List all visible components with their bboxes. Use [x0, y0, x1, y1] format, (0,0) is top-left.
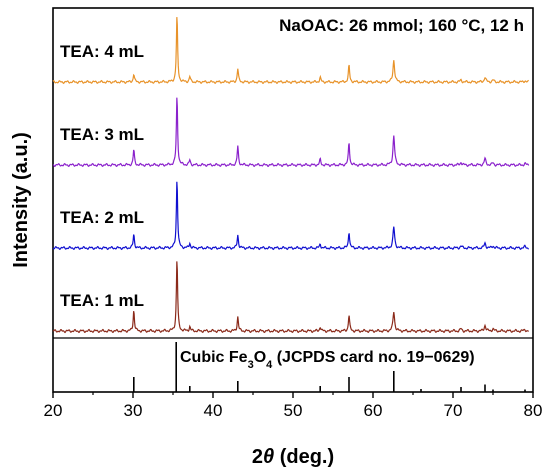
series-line [52, 261, 530, 334]
series-line [52, 181, 530, 251]
chart-title: NaOAC: 26 mmol; 160 °C, 12 h [279, 16, 524, 35]
x-tick-label: 30 [124, 401, 143, 420]
series-line [52, 17, 529, 85]
x-tick-label: 20 [44, 401, 63, 420]
x-axis-ticks: 20 30 40 50 60 70 80 [44, 392, 543, 420]
plot-frame [52, 7, 534, 393]
series-label: TEA: 4 mL [60, 42, 144, 61]
x-tick-label: 40 [204, 401, 223, 420]
series-label: TEA: 2 mL [60, 208, 144, 227]
x-tick-label: 60 [364, 401, 383, 420]
x-axis-label: 2θ (deg.) [252, 446, 334, 468]
reference-label: Cubic Fe3O4 (JCPDS card no. 19−0629) [180, 349, 475, 371]
series-layer: TEA: 4 mL TEA: 3 mL TEA: 2 mL TEA: 1 mL [52, 17, 530, 334]
x-tick-label: 50 [284, 401, 303, 420]
y-axis-label: Intensity (a.u.) [10, 132, 32, 268]
series-label: TEA: 1 mL [60, 291, 144, 310]
x-tick-label: 80 [524, 401, 543, 420]
reference-lines [133, 342, 526, 392]
series-label: TEA: 3 mL [60, 125, 144, 144]
series-line [52, 97, 530, 168]
x-tick-label: 70 [444, 401, 463, 420]
